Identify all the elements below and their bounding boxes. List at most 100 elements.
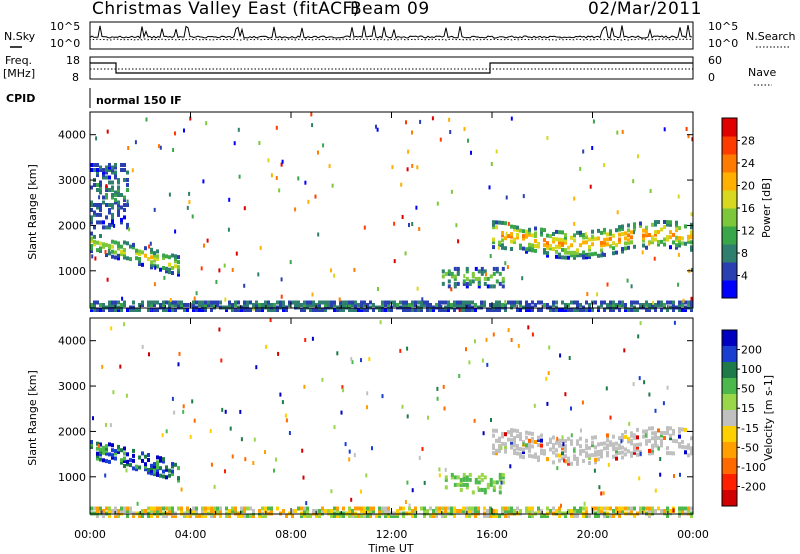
- heatmap-cell: [516, 228, 519, 233]
- heatmap-cell: [588, 303, 591, 307]
- nsky-label: N.Sky: [4, 30, 36, 43]
- heatmap-cell: [636, 447, 639, 452]
- heatmap-cell: [206, 238, 209, 243]
- heatmap-cell: [687, 237, 690, 242]
- heatmap-cell: [597, 308, 600, 312]
- heatmap-cell: [138, 455, 141, 460]
- heatmap-cell: [144, 454, 147, 459]
- heatmap-cell: [90, 303, 93, 307]
- heatmap-cell: [654, 308, 657, 312]
- heatmap-cell: [537, 438, 540, 442]
- heatmap-cell: [111, 509, 114, 513]
- heatmap-cell: [105, 195, 108, 200]
- heatmap-cell: [360, 308, 363, 312]
- heatmap-cell: [510, 300, 513, 305]
- heatmap-cell: [537, 242, 540, 246]
- heatmap-cell: [669, 426, 672, 431]
- heatmap-cell: [426, 303, 429, 307]
- heatmap-cell: [549, 244, 552, 248]
- heatmap-cell: [654, 408, 657, 413]
- heatmap-cell: [414, 308, 417, 312]
- heatmap-cell: [480, 487, 484, 492]
- heatmap-cell: [579, 449, 582, 454]
- heatmap-cell: [348, 506, 351, 511]
- heatmap-cell: [114, 506, 117, 511]
- heatmap-cell: [582, 514, 585, 518]
- heatmap-cell: [474, 509, 477, 513]
- heatmap-cell: [540, 443, 543, 448]
- x-tick-labels: 00:00 04:00 08:00 12:00 16:00 20:00 00:00: [74, 528, 709, 541]
- heatmap-cell: [348, 308, 351, 312]
- heatmap-cell: [462, 472, 466, 477]
- heatmap-cell: [453, 266, 457, 271]
- heatmap-cell: [336, 351, 339, 356]
- heatmap-cell: [456, 266, 460, 271]
- heatmap-cell: [558, 443, 561, 448]
- heatmap-cell: [606, 438, 609, 443]
- heatmap-cell: [504, 449, 507, 454]
- heatmap-cell: [618, 308, 621, 312]
- heatmap-cell: [348, 303, 351, 307]
- heatmap-cell: [240, 509, 243, 513]
- heatmap-cell: [486, 482, 490, 487]
- chart-title: Christmas Valley East (fitACF): [92, 0, 360, 19]
- heatmap-cell: [441, 300, 444, 305]
- heatmap-cell: [543, 228, 546, 233]
- heatmap-cell: [607, 462, 610, 467]
- heatmap-cell: [468, 300, 471, 305]
- heatmap-cell: [111, 185, 114, 190]
- heatmap-cell: [300, 308, 303, 312]
- heatmap-cell: [612, 444, 615, 449]
- heatmap-cell: [102, 450, 105, 455]
- heatmap-cell: [339, 303, 342, 307]
- heatmap-cell: [684, 224, 687, 229]
- heatmap-cell: [669, 245, 672, 250]
- heatmap-cell: [384, 303, 387, 307]
- heatmap-cell: [354, 506, 357, 511]
- heatmap-cell: [147, 303, 150, 307]
- heatmap-cell: [106, 277, 109, 282]
- heatmap-cell: [117, 444, 120, 449]
- heatmap-cell: [654, 443, 657, 448]
- heatmap-cell: [675, 220, 678, 225]
- heatmap-cell: [573, 514, 576, 518]
- heatmap-cell: [673, 320, 676, 325]
- heatmap-cell: [234, 303, 237, 307]
- heatmap-cell: [162, 457, 165, 462]
- heatmap-cell: [462, 506, 465, 511]
- heatmap-cell: [492, 237, 495, 242]
- heatmap-cell: [615, 456, 618, 461]
- heatmap-cell: [123, 446, 126, 451]
- heatmap-cell: [501, 230, 504, 235]
- heatmap-cell: [567, 456, 570, 461]
- heatmap-cell: [483, 514, 486, 518]
- heatmap-cell: [117, 190, 120, 195]
- heatmap-cell: [297, 303, 300, 307]
- heatmap-cell: [99, 220, 102, 225]
- heatmap-cell: [165, 266, 168, 271]
- heatmap-cell: [468, 514, 471, 518]
- heatmap-cell: [96, 514, 99, 518]
- heatmap-cell: [381, 303, 384, 307]
- heatmap-cell: [195, 514, 198, 518]
- heatmap-cell: [399, 348, 402, 353]
- heatmap-cell: [672, 232, 675, 237]
- heatmap-cell: [117, 203, 120, 207]
- heatmap-cell: [471, 509, 474, 513]
- heatmap-cell: [171, 300, 174, 305]
- heatmap-cell: [573, 300, 576, 305]
- heatmap-cell: [411, 488, 414, 493]
- heatmap-cell: [111, 448, 114, 453]
- heatmap-cell: [450, 475, 454, 480]
- heatmap-cell: [678, 300, 681, 305]
- heatmap-cell: [123, 303, 126, 307]
- heatmap-cell: [244, 457, 247, 462]
- heatmap-cell: [120, 458, 123, 463]
- heatmap-cell: [519, 437, 522, 442]
- heatmap-cell: [579, 506, 582, 511]
- heatmap-cell: [481, 358, 484, 363]
- heatmap-cell: [267, 158, 270, 163]
- heatmap-cell: [282, 509, 285, 513]
- heatmap-cell: [174, 259, 177, 264]
- heatmap-cell: [495, 308, 498, 312]
